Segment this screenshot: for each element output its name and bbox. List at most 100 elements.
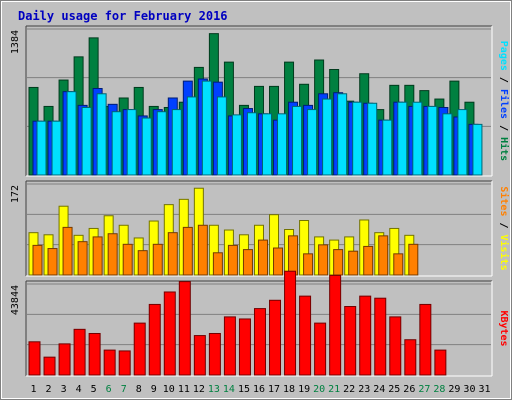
bar-pages-day-6	[111, 111, 122, 176]
legend-hits: Hits	[498, 137, 510, 161]
bar-pages-day-14	[231, 114, 242, 176]
bar-pages-day-15	[246, 112, 257, 176]
x-tick-label-day-21: 21	[328, 384, 340, 395]
bar-pages-day-25	[397, 101, 408, 176]
panel-side-legend: Sites / Visits	[498, 186, 510, 270]
bar-pages-day-30	[472, 123, 483, 176]
bar-sites-day-23	[363, 245, 374, 276]
series-pages	[36, 80, 483, 176]
bar-sites-day-18	[288, 235, 299, 276]
bar-sites-day-13	[212, 252, 223, 276]
bar-kbytes-day-5	[88, 332, 101, 376]
bar-pages-day-11	[186, 96, 197, 176]
bar-kbytes-day-22	[344, 306, 357, 376]
legend-files: Files	[498, 89, 510, 119]
bar-pages-day-24	[382, 119, 393, 176]
x-tick-label-day-13: 13	[208, 384, 220, 395]
bar-pages-day-4	[81, 106, 92, 176]
x-tick-label-day-31: 31	[478, 384, 490, 395]
legend-separator: /	[498, 71, 509, 89]
bar-pages-day-2	[51, 120, 62, 176]
bar-sites-day-6	[107, 233, 118, 276]
bar-sites-day-12	[197, 224, 208, 276]
bar-kbytes-day-26	[404, 339, 417, 376]
bar-kbytes-day-23	[359, 295, 372, 376]
bar-sites-day-24	[378, 235, 389, 276]
x-tick-label-day-27: 27	[418, 384, 430, 395]
bar-kbytes-day-20	[314, 322, 327, 376]
bar-kbytes-day-17	[269, 299, 282, 376]
x-tick-label-day-24: 24	[373, 384, 385, 395]
bar-kbytes-day-8	[133, 322, 146, 376]
panel-visits-sites: 172 Sites / Visits	[10, 180, 510, 277]
x-tick-label-day-2: 2	[46, 384, 52, 395]
bar-sites-day-1	[32, 244, 43, 276]
bar-kbytes-day-13	[208, 332, 221, 376]
bar-sites-day-21	[333, 249, 344, 276]
bar-sites-day-7	[122, 243, 133, 276]
bar-pages-day-21	[337, 93, 348, 176]
bar-kbytes-day-2	[43, 356, 56, 376]
bar-sites-day-4	[77, 241, 88, 276]
panel-max-label: 172	[10, 185, 21, 203]
x-tick-label-day-15: 15	[238, 384, 250, 395]
bar-sites-day-9	[152, 243, 163, 276]
bar-sites-day-11	[182, 226, 193, 276]
x-axis-labels: 1 2 3 4 5 6 7 8 9 10 11 12 13 14 15 16 17 18 19 20 21 22 23 24 2…	[31, 384, 491, 395]
panel-max-label: 43844	[10, 285, 21, 315]
x-tick-label-day-30: 30	[463, 384, 475, 395]
x-tick-label-day-29: 29	[448, 384, 460, 395]
bar-sites-day-20	[318, 244, 329, 276]
panel-hits-files-pages: 1384 Pages / Files / Hits	[10, 25, 510, 177]
panel-kbytes: 43844 KBytes	[10, 270, 509, 377]
x-tick-label-day-23: 23	[358, 384, 370, 395]
legend-pages: Pages	[498, 41, 509, 71]
bar-kbytes-day-3	[58, 343, 71, 376]
x-tick-label-day-22: 22	[343, 384, 355, 395]
x-tick-label-day-10: 10	[163, 384, 175, 395]
chart-panels: 1384 Pages / Files / Hits 172 Sites / Visit…	[10, 25, 510, 377]
bar-kbytes-day-24	[374, 297, 387, 376]
x-tick-label-day-6: 6	[106, 384, 112, 395]
x-tick-label-day-19: 19	[298, 384, 310, 395]
bar-pages-day-12	[201, 80, 212, 176]
series-sites	[32, 224, 419, 276]
bar-sites-day-5	[92, 236, 103, 276]
bar-sites-day-14	[227, 244, 238, 276]
legend-separator: /	[498, 119, 509, 137]
x-tick-label-day-7: 7	[121, 384, 127, 395]
bar-sites-day-2	[47, 248, 58, 276]
bar-sites-day-26	[408, 243, 419, 276]
bar-pages-day-17	[277, 113, 288, 176]
bar-kbytes-day-25	[389, 316, 402, 376]
bar-pages-day-16	[261, 113, 272, 176]
x-tick-label-day-14: 14	[223, 384, 235, 395]
bar-sites-day-8	[137, 250, 148, 276]
bar-kbytes-day-15	[238, 318, 251, 376]
bar-pages-day-5	[96, 93, 107, 176]
x-tick-label-day-11: 11	[178, 384, 190, 395]
bar-pages-day-3	[66, 91, 77, 176]
x-tick-label-day-16: 16	[253, 384, 265, 395]
series-kbytes	[28, 270, 447, 376]
bar-sites-day-25	[393, 253, 404, 276]
bar-pages-day-28	[442, 113, 453, 176]
bar-kbytes-day-4	[73, 328, 86, 376]
legend-visits: Visits	[498, 235, 510, 271]
chart-title: Daily usage for February 2016	[18, 9, 228, 23]
bar-pages-day-26	[412, 101, 423, 176]
panel-side-legend: Pages / Files / Hits	[498, 41, 510, 161]
x-tick-label-day-12: 12	[193, 384, 205, 395]
x-tick-label-day-18: 18	[283, 384, 295, 395]
bar-pages-day-27	[427, 105, 438, 176]
bar-pages-day-22	[352, 101, 363, 176]
x-tick-label-day-9: 9	[151, 384, 157, 395]
bar-sites-day-19	[303, 253, 314, 276]
bar-sites-day-17	[273, 247, 284, 276]
bar-pages-day-7	[126, 109, 137, 176]
bar-kbytes-day-10	[163, 291, 176, 376]
x-tick-label-day-17: 17	[268, 384, 280, 395]
x-tick-label-day-26: 26	[403, 384, 415, 395]
bar-pages-day-13	[216, 96, 227, 176]
